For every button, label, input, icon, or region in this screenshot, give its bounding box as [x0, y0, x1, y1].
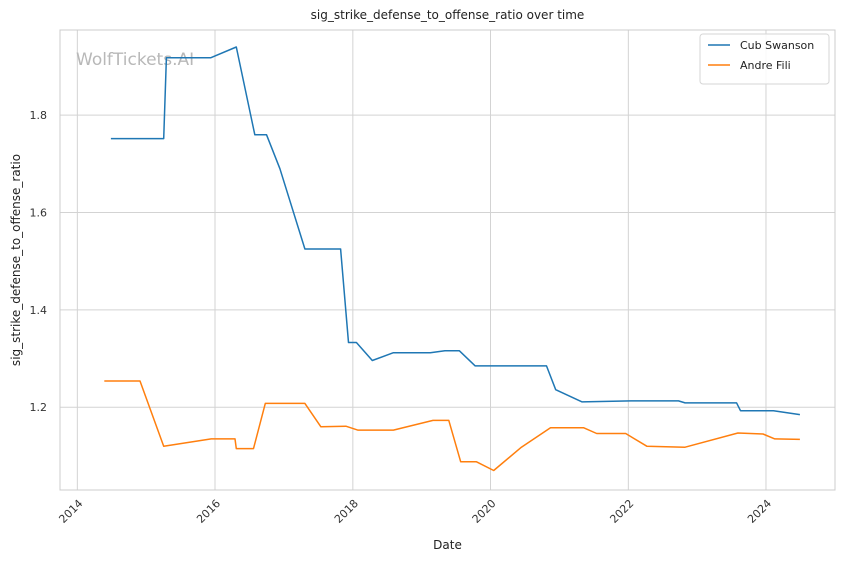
- x-axis-title: Date: [433, 538, 462, 552]
- y-tick-label: 1.8: [30, 109, 48, 122]
- y-tick-label: 1.4: [30, 304, 48, 317]
- y-tick-label: 1.2: [30, 401, 48, 414]
- watermark-text: WolfTickets.AI: [76, 50, 194, 70]
- legend-box: [699, 33, 830, 85]
- plot-frame: [59, 29, 836, 491]
- series-lines: [104, 46, 801, 472]
- y-tick-label: 1.6: [30, 207, 48, 220]
- y-axis-title: sig_strike_defense_to_offense_ratio: [9, 154, 23, 366]
- series-line-1: [110, 46, 801, 416]
- chart-title: sig_strike_defense_to_offense_ratio over…: [311, 8, 585, 22]
- series-line-2: [104, 380, 800, 472]
- legend-label: Andre Fili: [740, 59, 791, 72]
- grid-lines: [60, 30, 835, 490]
- legend: Cub Swanson Andre Fili: [699, 33, 830, 85]
- legend-label: Cub Swanson: [740, 39, 814, 52]
